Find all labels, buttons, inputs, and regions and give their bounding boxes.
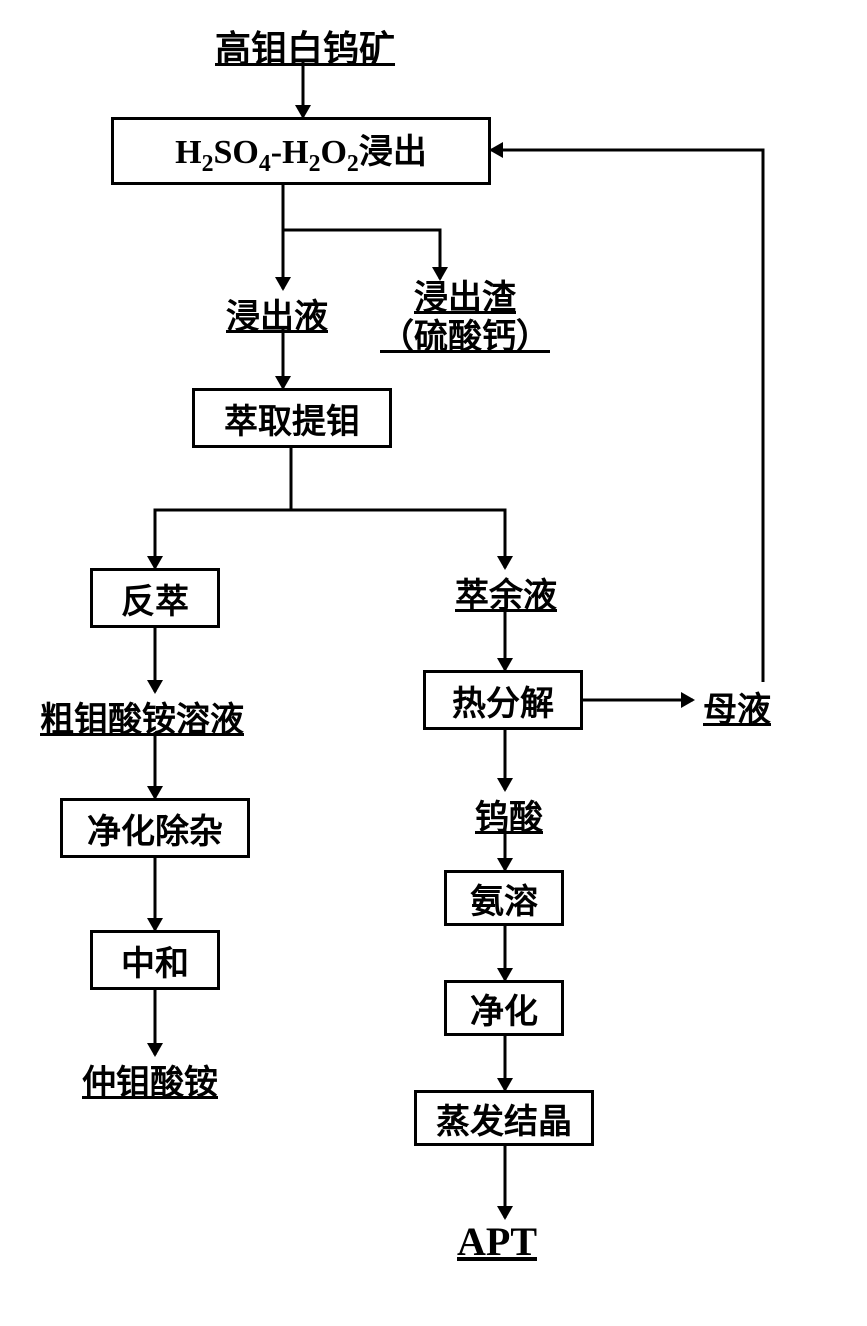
node-leach: H2SO4-H2O2浸出 (111, 117, 491, 185)
arrow-extract-strip (155, 448, 291, 568)
arrow-extract-raff (291, 448, 505, 568)
node-crude: 粗钼酸铵溶液 (40, 692, 244, 741)
node-thermal-text: 热分解 (452, 676, 554, 725)
node-thermal: 热分解 (423, 670, 583, 730)
node-leachate: 浸出液 (226, 289, 328, 338)
node-ammonia-text: 氨溶 (470, 874, 538, 923)
node-mother: 母液 (703, 682, 771, 731)
node-leach-text: H2SO4-H2O2浸出 (175, 124, 427, 178)
node-extract-text: 萃取提钼 (224, 394, 360, 443)
node-strip-text: 反萃 (121, 574, 189, 623)
node-extract: 萃取提钼 (192, 388, 392, 448)
node-strip: 反萃 (90, 568, 220, 628)
node-evap-text: 蒸发结晶 (436, 1094, 572, 1143)
node-evap: 蒸发结晶 (414, 1090, 594, 1146)
node-ammonia: 氨溶 (444, 870, 564, 926)
node-purify2: 净化 (444, 980, 564, 1036)
node-apm: 仲钼酸铵 (82, 1055, 218, 1104)
node-purify1-text: 净化除杂 (87, 804, 223, 853)
arrow-leach-residue (283, 230, 440, 279)
node-apt: APT (457, 1218, 537, 1265)
node-purify2-text: 净化 (470, 984, 538, 1033)
node-tungstic: 钨酸 (475, 790, 543, 839)
node-residue: 浸出渣 （硫酸钙） (380, 279, 550, 357)
node-neutral-text: 中和 (121, 936, 189, 985)
node-start: 高钼白钨矿 (215, 20, 395, 72)
node-raff: 萃余液 (455, 568, 557, 617)
node-purify1: 净化除杂 (60, 798, 250, 858)
node-neutral: 中和 (90, 930, 220, 990)
